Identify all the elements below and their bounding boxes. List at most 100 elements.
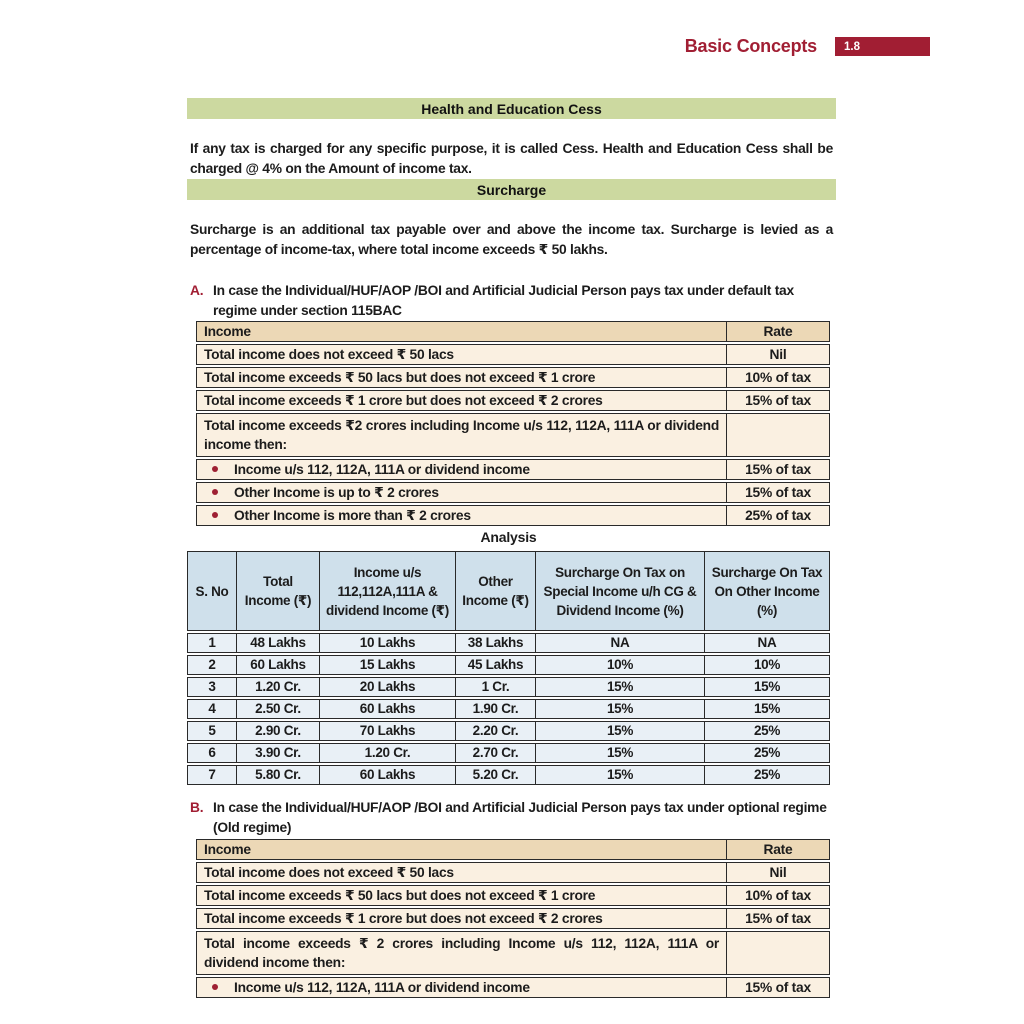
table-row: Income u/s 112, 112A, 111A or dividend i… [196,459,830,480]
income-text: Income u/s 112, 112A, 111A or dividend i… [234,980,530,995]
paragraph-cess: If any tax is charged for any specific p… [190,141,833,176]
rate-cell: 15% of tax [726,390,830,411]
income-cell: Total income does not exceed ₹ 50 lacs [196,862,726,883]
income-cell: Other Income is up to ₹ 2 crores [196,482,726,503]
analysis-cell: 15% [535,765,704,785]
income-cell: Other Income is more than ₹ 2 crores [196,505,726,526]
bullet-icon [212,466,218,473]
income-text: Income u/s 112, 112A, 111A or dividend i… [234,462,530,477]
income-cell: Total income exceeds ₹2 crores including… [196,413,726,457]
income-cell: Income u/s 112, 112A, 111A or dividend i… [196,459,726,480]
bullet-icon [212,512,218,519]
analysis-cell: 15% [535,677,704,697]
section-b-label: B. [190,800,204,815]
analysis-cell: 38 Lakhs [455,633,535,653]
table-row: Other Income is up to ₹ 2 crores 15% of t… [196,482,830,503]
surcharge-table-default-regime: Income Rate Total income does not exceed… [196,319,830,528]
page-title: Basic Concepts [684,36,817,56]
analysis-cell: NA [704,633,830,653]
analysis-title: Analysis [480,529,537,545]
analysis-cell: 15% [704,677,830,697]
analysis-cell: 2.50 Cr. [236,699,319,719]
bullet-icon [212,984,218,991]
rate-cell: 10% of tax [726,885,830,906]
analysis-cell: 15% [535,721,704,741]
analysis-row: 6 3.90 Cr. 1.20 Cr. 2.70 Cr. 15% 25% [187,743,830,763]
analysis-cell: 15 Lakhs [319,655,455,675]
analysis-cell: 45 Lakhs [455,655,535,675]
analysis-cell: 5 [187,721,236,741]
analysis-column-header: Surcharge On Tax on Special Income u/h C… [535,551,704,631]
table-row: Total income exceeds ₹ 50 lacs but does … [196,367,830,388]
page-header: Basic Concepts 1.8 [540,36,930,57]
analysis-cell: 5.20 Cr. [455,765,535,785]
bullet-icon [212,489,218,496]
income-cell: Income u/s 112, 112A, 111A or dividend i… [196,977,726,998]
analysis-row: 3 1.20 Cr. 20 Lakhs 1 Cr. 15% 15% [187,677,830,697]
analysis-cell: 48 Lakhs [236,633,319,653]
rate-cell: Nil [726,344,830,365]
rate-cell [726,931,830,975]
analysis-cell: 2.20 Cr. [455,721,535,741]
analysis-column-header: Surcharge On Tax On Other Income (%) [704,551,830,631]
analysis-column-header: Other Income (₹) [455,551,535,631]
analysis-row: 7 5.80 Cr. 60 Lakhs 5.20 Cr. 15% 25% [187,765,830,785]
income-cell: Total income exceeds ₹ 50 lacs but does … [196,367,726,388]
surcharge-table-old-regime: Income Rate Total income does not exceed… [196,837,830,1000]
analysis-row: 4 2.50 Cr. 60 Lakhs 1.90 Cr. 15% 15% [187,699,830,719]
income-cell: Total income exceeds ₹ 1 crore but does … [196,908,726,929]
rate-column-header: Rate [726,321,830,342]
analysis-cell: 25% [704,721,830,741]
section-b-heading: B. In case the Individual/HUF/AOP /BOI a… [190,798,838,837]
rate-cell: 15% of tax [726,459,830,480]
table-row: Total income exceeds ₹ 50 lacs but does … [196,885,830,906]
analysis-row: 1 48 Lakhs 10 Lakhs 38 Lakhs NA NA [187,633,830,653]
banner-surcharge: Surcharge [187,179,836,200]
analysis-cell: 15% [535,699,704,719]
analysis-cell: 1.90 Cr. [455,699,535,719]
analysis-column-header: Income u/s 112,112A,111A & dividend Inco… [319,551,455,631]
section-a-text: In case the Individual/HUF/AOP /BOI and … [213,283,794,318]
analysis-cell: 10% [535,655,704,675]
analysis-cell: 60 Lakhs [319,765,455,785]
analysis-cell: 60 Lakhs [236,655,319,675]
analysis-cell: 5.80 Cr. [236,765,319,785]
analysis-cell: 1.20 Cr. [236,677,319,697]
analysis-cell: 70 Lakhs [319,721,455,741]
analysis-cell: 2.70 Cr. [455,743,535,763]
table-row: Other Income is more than ₹ 2 crores 25% … [196,505,830,526]
table-row: Total income exceeds ₹ 1 crore but does … [196,390,830,411]
analysis-cell: 3.90 Cr. [236,743,319,763]
rate-cell [726,413,830,457]
income-text: Other Income is more than ₹ 2 crores [234,508,471,523]
analysis-cell: 10% [704,655,830,675]
rate-cell: Nil [726,862,830,883]
analysis-cell: 2 [187,655,236,675]
income-cell: Total income exceeds ₹ 2 crores includin… [196,931,726,975]
analysis-cell: 60 Lakhs [319,699,455,719]
section-a-label: A. [190,283,204,298]
paragraph-surcharge: Surcharge is an additional tax payable o… [190,222,833,257]
analysis-row: 2 60 Lakhs 15 Lakhs 45 Lakhs 10% 10% [187,655,830,675]
section-b-text: In case the Individual/HUF/AOP /BOI and … [213,800,827,835]
analysis-cell: NA [535,633,704,653]
income-cell: Total income exceeds ₹ 50 lacs but does … [196,885,726,906]
table-row: Total income does not exceed ₹ 50 lacs Ni… [196,862,830,883]
income-text: Other Income is up to ₹ 2 crores [234,485,439,500]
analysis-cell: 1.20 Cr. [319,743,455,763]
analysis-cell: 2.90 Cr. [236,721,319,741]
table-row: Total income exceeds ₹ 1 crore but does … [196,908,830,929]
rate-cell: 15% of tax [726,482,830,503]
banner-health-education-cess: Health and Education Cess [187,98,836,119]
analysis-cell: 7 [187,765,236,785]
page-number-badge: 1.8 [835,37,930,56]
income-column-header: Income [196,839,726,860]
analysis-cell: 10 Lakhs [319,633,455,653]
rate-column-header: Rate [726,839,830,860]
rate-cell: 15% of tax [726,908,830,929]
table-header-row: Income Rate [196,839,830,860]
income-column-header: Income [196,321,726,342]
analysis-cell: 1 Cr. [455,677,535,697]
table-row: Total income does not exceed ₹ 50 lacs Ni… [196,344,830,365]
